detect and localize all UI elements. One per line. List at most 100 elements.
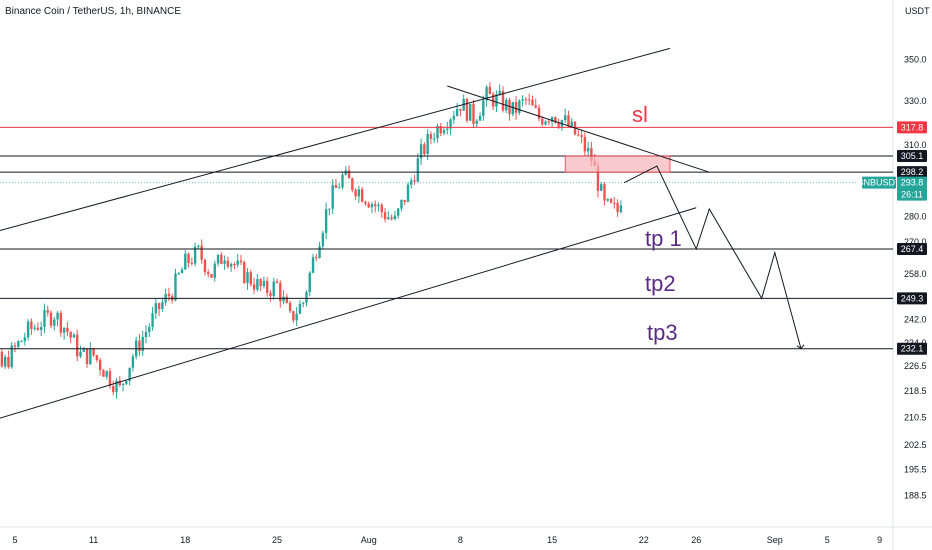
candle-body: [613, 202, 616, 204]
candle-body: [33, 327, 36, 329]
candle-body: [49, 312, 53, 326]
candle-body: [292, 311, 295, 321]
candle-body: [102, 370, 105, 377]
y-tick-label: 258.0: [904, 269, 927, 279]
candle-body: [557, 122, 560, 127]
candle-body: [554, 117, 557, 123]
y-tick-label: 195.5: [904, 465, 927, 475]
candle-body: [508, 99, 511, 115]
symbol-tag-label: BNBUSDT: [857, 178, 901, 188]
channel-lower-line: [0, 207, 697, 419]
x-tick-label: 5: [825, 535, 830, 545]
axis-layer: 350.0330.0310.0290.0280.0270.0258.0242.0…: [12, 6, 930, 545]
candle-body: [531, 99, 534, 106]
candle-body: [596, 165, 600, 191]
candle-body: [485, 87, 488, 101]
annotation-tp2: tp2: [645, 271, 676, 296]
candle-body: [223, 260, 226, 264]
candle-body: [498, 90, 501, 95]
candle-body: [298, 303, 302, 314]
level-tag: [897, 342, 927, 355]
candle-body: [151, 313, 154, 327]
candle-body: [269, 292, 272, 296]
candle-body: [43, 310, 46, 328]
x-tick-label: 25: [272, 535, 282, 545]
x-tick-label: 18: [180, 535, 190, 545]
candle-body: [180, 269, 184, 274]
candle-body: [53, 319, 56, 326]
candle-body: [449, 119, 452, 129]
price-tag: [897, 176, 927, 201]
candle-body: [377, 204, 380, 207]
candle-body: [0, 351, 4, 367]
candle-body: [433, 138, 436, 140]
candle-body: [157, 303, 161, 309]
candle-body: [115, 380, 118, 393]
candle-body: [521, 99, 524, 101]
candle-body: [600, 184, 603, 191]
candle-body: [161, 302, 164, 309]
candle-body: [419, 144, 423, 159]
candle-body: [216, 254, 220, 264]
candle-body: [570, 121, 573, 127]
candle-body: [393, 215, 397, 220]
candle-body: [265, 281, 269, 293]
candle-body: [357, 189, 361, 197]
candle-body: [62, 327, 66, 333]
candle-body: [315, 257, 318, 259]
candle-body: [413, 180, 416, 182]
candle-body: [459, 108, 462, 111]
y-axis-unit: USDT: [905, 6, 930, 16]
candle-body: [354, 189, 357, 197]
candle-body: [308, 272, 311, 293]
candle-body: [534, 105, 537, 108]
y-tick-label: 202.5: [904, 440, 927, 450]
candle-body: [383, 212, 387, 220]
candle-body: [426, 134, 429, 154]
candle-body: [452, 115, 456, 120]
candle-body: [246, 272, 249, 283]
candle-body: [341, 174, 344, 188]
candle-body: [131, 356, 135, 368]
candle-body: [226, 260, 230, 267]
candle-body: [403, 199, 406, 202]
candle-body: [154, 303, 158, 314]
candle-body: [148, 326, 151, 332]
candle-body: [527, 99, 531, 101]
candle-body: [374, 204, 377, 207]
candle-body: [380, 204, 383, 213]
candle-body: [351, 178, 354, 190]
candle-body: [272, 281, 275, 296]
level-tag-label: 305.1: [901, 151, 924, 161]
candle-body: [387, 217, 390, 220]
candle-body: [279, 282, 282, 302]
candle-body: [583, 137, 587, 152]
candle-body: [616, 203, 619, 213]
candle-body: [606, 198, 609, 201]
candle-body: [469, 103, 472, 121]
candle-body: [259, 279, 262, 287]
x-tick-label: 11: [89, 535, 98, 545]
candle-body: [491, 94, 495, 107]
candle-body: [501, 90, 505, 111]
candle-body: [311, 257, 315, 273]
candle-body: [472, 103, 475, 124]
candle-body: [243, 262, 246, 283]
candle-body: [26, 321, 30, 338]
candle-body: [252, 284, 256, 290]
candle-body: [295, 313, 298, 321]
candle-body: [213, 263, 216, 278]
candle-body: [249, 272, 252, 285]
candle-body: [541, 118, 544, 125]
candle-body: [511, 102, 514, 115]
candle-body: [66, 327, 69, 332]
candle-body: [524, 99, 528, 101]
candle-body: [184, 253, 187, 270]
candle-body: [13, 345, 17, 347]
candle-body: [46, 310, 49, 313]
level-tag: [897, 121, 927, 134]
candle-body: [586, 148, 590, 152]
